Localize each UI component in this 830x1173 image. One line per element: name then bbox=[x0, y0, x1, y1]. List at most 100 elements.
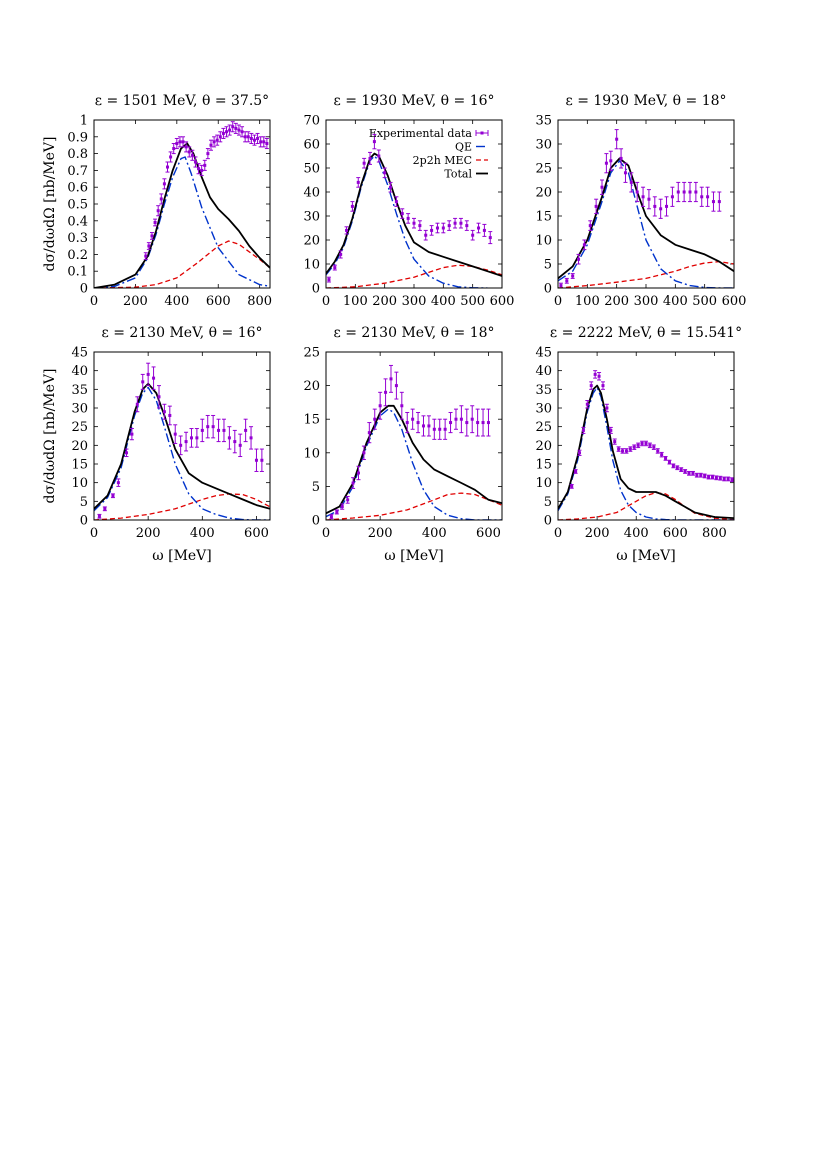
data-point bbox=[202, 159, 207, 171]
y-tick-label: 25 bbox=[71, 420, 88, 435]
y-tick-label: 0.6 bbox=[67, 181, 88, 196]
data-point bbox=[588, 220, 593, 231]
data-point bbox=[162, 178, 167, 190]
data-point bbox=[221, 127, 226, 139]
data-point bbox=[97, 513, 102, 519]
data-point bbox=[585, 400, 590, 409]
data-point bbox=[171, 143, 176, 155]
series-total bbox=[326, 404, 502, 515]
y-tick-label: 0 bbox=[80, 514, 88, 529]
data-point bbox=[690, 470, 695, 476]
data-point bbox=[670, 186, 675, 207]
data-point bbox=[200, 418, 205, 443]
data-point bbox=[167, 405, 172, 426]
y-axis-label-top: dσ/dωdΩ [nb/MeV] bbox=[42, 137, 58, 272]
legend-label-total: Total bbox=[444, 168, 472, 181]
x-axis-label-2: ω [MeV] bbox=[384, 548, 444, 564]
data-point bbox=[240, 126, 245, 138]
data-point bbox=[594, 198, 599, 215]
data-point bbox=[640, 440, 645, 447]
y-tick-label: 5 bbox=[544, 258, 552, 273]
y-tick-label: 40 bbox=[535, 364, 552, 379]
y-tick-label: 15 bbox=[303, 413, 320, 428]
data-point bbox=[372, 133, 377, 150]
data-point bbox=[264, 137, 269, 150]
data-point bbox=[255, 132, 260, 145]
data-point bbox=[212, 136, 217, 148]
series-qe bbox=[94, 156, 270, 288]
data-point bbox=[246, 131, 251, 143]
data-point bbox=[604, 153, 609, 174]
data-point bbox=[475, 408, 480, 437]
y-tick-label: 40 bbox=[303, 186, 320, 201]
data-point bbox=[671, 463, 676, 469]
data-point bbox=[636, 442, 641, 449]
data-point bbox=[233, 122, 238, 134]
x-tick-label: 200 bbox=[368, 526, 393, 541]
data-point bbox=[227, 426, 232, 450]
legend-label-data: Experimental data bbox=[369, 127, 473, 140]
data-point bbox=[558, 282, 563, 288]
y-tick-label: 15 bbox=[71, 458, 88, 473]
data-point bbox=[376, 149, 381, 163]
data-point bbox=[570, 273, 575, 279]
data-point bbox=[173, 424, 178, 444]
data-point bbox=[632, 444, 637, 450]
x-tick-label: 600 bbox=[206, 294, 231, 309]
data-point bbox=[412, 217, 416, 229]
y-tick-label: 30 bbox=[535, 138, 552, 153]
series-qe bbox=[558, 160, 734, 288]
data-point bbox=[646, 189, 651, 210]
data-point bbox=[156, 205, 161, 217]
x-tick-label: 200 bbox=[123, 294, 148, 309]
data-point bbox=[589, 381, 594, 390]
data-point bbox=[635, 181, 640, 203]
data-point bbox=[652, 196, 657, 217]
series-qe bbox=[558, 386, 734, 520]
y-tick-label: 0 bbox=[544, 514, 552, 529]
x-axis-label-1: ω [MeV] bbox=[152, 548, 212, 564]
data-point bbox=[688, 181, 692, 203]
data-point bbox=[614, 129, 619, 150]
data-point bbox=[189, 428, 194, 448]
data-point bbox=[443, 418, 448, 440]
data-point bbox=[334, 509, 339, 515]
plot-area bbox=[94, 121, 270, 288]
data-point bbox=[140, 373, 145, 390]
data-point bbox=[345, 495, 350, 504]
data-point bbox=[236, 124, 241, 136]
x-tick-label: 0 bbox=[554, 526, 562, 541]
data-point bbox=[249, 426, 254, 450]
panel-title: ε = 2130 MeV, θ = 18° bbox=[333, 325, 494, 341]
data-point bbox=[356, 177, 361, 188]
y-tick-label: 40 bbox=[71, 364, 88, 379]
data-point bbox=[261, 136, 266, 148]
panel-2: ε = 1930 MeV, θ = 16°0 100 200 300 400 500 600… bbox=[303, 93, 514, 309]
y-tick-label: 10 bbox=[303, 258, 320, 273]
panel-1: ε = 1501 MeV, θ = 37.5°0 200 400 600 80000.1… bbox=[67, 93, 272, 309]
x-tick-label: 200 bbox=[136, 526, 161, 541]
y-tick-label: 10 bbox=[71, 476, 88, 491]
y-tick-label: 50 bbox=[303, 162, 320, 177]
data-point bbox=[659, 451, 664, 458]
x-tick-label: 500 bbox=[692, 294, 717, 309]
y-tick-label: 0 bbox=[312, 514, 320, 529]
x-tick-label: 600 bbox=[490, 294, 515, 309]
data-point bbox=[215, 134, 220, 146]
y-tick-label: 0.8 bbox=[67, 147, 88, 162]
data-point bbox=[378, 391, 383, 420]
legend-label-qe: QE bbox=[455, 141, 472, 154]
data-point bbox=[178, 435, 183, 456]
data-point bbox=[470, 229, 475, 241]
y-tick-label: 35 bbox=[535, 383, 552, 398]
y-tick-label: 5 bbox=[544, 495, 552, 510]
data-point bbox=[464, 220, 469, 231]
data-point bbox=[351, 477, 356, 489]
data-point bbox=[372, 408, 377, 430]
data-point bbox=[146, 242, 151, 250]
data-point bbox=[174, 137, 179, 150]
panel-5: ε = 2130 MeV, θ = 18° 0 200 400 600 0 5 10 15 20 2… bbox=[303, 325, 503, 541]
data-point bbox=[726, 476, 731, 482]
data-point bbox=[406, 213, 411, 224]
data-point bbox=[675, 465, 680, 471]
